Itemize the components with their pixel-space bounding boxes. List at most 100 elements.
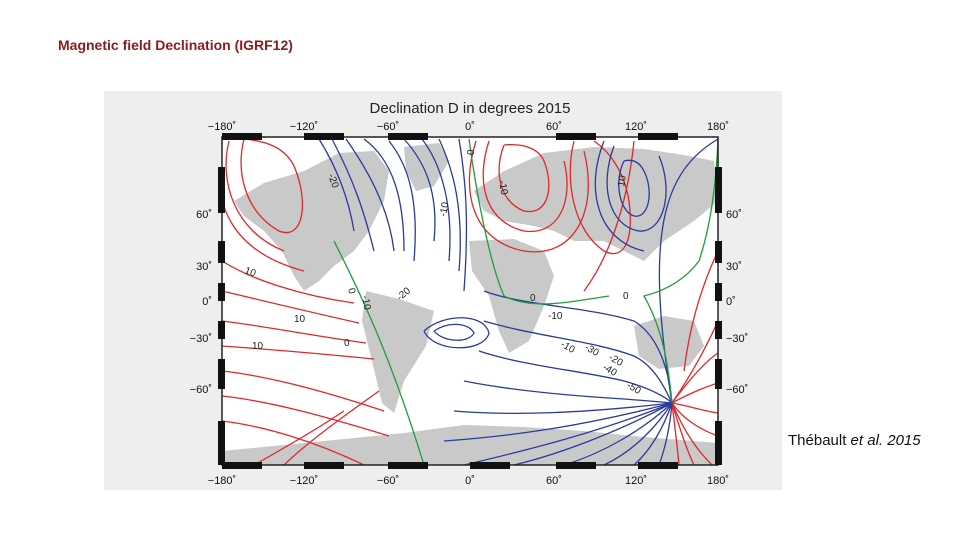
contour-negative: [633, 402, 673, 465]
contour-label: 10: [252, 341, 264, 352]
lon-label: 60˚: [546, 121, 562, 133]
contour-negative: [433, 323, 475, 341]
lon-label: 120˚: [625, 475, 647, 487]
contour-lines: [222, 138, 718, 465]
north-america-land: [234, 151, 389, 291]
border-bar: [388, 462, 428, 469]
border-bar: [222, 462, 262, 469]
contour-label: -10: [438, 201, 451, 218]
contour-negative: [478, 350, 673, 404]
lat-label: −30˚: [726, 333, 748, 345]
contour-negative: [483, 320, 673, 404]
contour-positive: [253, 410, 345, 465]
border-bar: [638, 133, 678, 140]
lon-label: −60˚: [377, 121, 399, 133]
declination-map: Declination D in degrees 2015 −180˚ −120…: [190, 100, 749, 487]
contour-negative: [594, 140, 645, 252]
contour-positive: [222, 290, 360, 324]
contour-positive: [222, 320, 367, 344]
contour-positive: [468, 140, 589, 253]
border-bar: [218, 241, 225, 263]
contour-positive: [225, 140, 285, 252]
contour-negative: [603, 402, 673, 465]
contour-label: -20: [325, 172, 340, 190]
lat-label: −30˚: [190, 333, 212, 345]
contour-negative: [331, 138, 375, 252]
declination-map-figure: Declination D in degrees 2015 −180˚ −120…: [104, 91, 782, 490]
lon-label: 180˚: [707, 475, 729, 487]
lat-label: −60˚: [190, 384, 212, 396]
citation-year: 2015: [887, 432, 921, 449]
contour-negative: [453, 402, 673, 415]
africa-land: [469, 239, 554, 353]
lon-label: −120˚: [290, 475, 318, 487]
lon-label: 60˚: [546, 475, 562, 487]
border-bar: [638, 462, 678, 469]
border-bar: [556, 462, 596, 469]
border-bar: [304, 462, 344, 469]
contour-negative: [483, 290, 673, 404]
lat-label: 60˚: [196, 209, 212, 221]
lon-label: 0˚: [465, 475, 475, 487]
lon-labels-top: −180˚ −120˚ −60˚ 0˚ 60˚ 120˚ 180˚: [208, 121, 729, 133]
contour-positive: [671, 402, 695, 465]
contour-positive: [222, 151, 305, 272]
contour-positive: [222, 345, 375, 360]
contour-negative: [443, 402, 673, 442]
contour-positive: [569, 140, 631, 255]
lon-label: −180˚: [208, 475, 236, 487]
citation: Thébault et al. 2015: [788, 432, 921, 449]
eurasia-land: [474, 147, 718, 261]
contour-label: 0: [466, 149, 477, 155]
citation-author: Thébault: [788, 432, 847, 449]
border-bars: [218, 133, 722, 469]
contour-positive: [482, 140, 568, 233]
border-bar: [715, 283, 722, 301]
citation-etal: et al.: [850, 432, 884, 449]
border-bar: [388, 133, 428, 140]
border-bar: [218, 321, 225, 339]
border-bar: [715, 241, 722, 263]
border-bar: [222, 133, 262, 140]
lon-label: 180˚: [707, 121, 729, 133]
contour-negative: [318, 138, 355, 232]
contour-positive: [283, 390, 380, 465]
contour-negative: [421, 138, 451, 262]
lat-labels-right: 60˚ 30˚ 0˚ −30˚ −60˚: [726, 209, 748, 396]
border-bar: [218, 283, 225, 301]
contour-positive: [683, 250, 718, 372]
map-title: Declination D in degrees 2015: [370, 100, 571, 117]
contour-label: 0: [344, 338, 350, 349]
lat-label: 0˚: [202, 296, 212, 308]
lat-label: 30˚: [726, 261, 742, 273]
contour-positive: [240, 138, 304, 234]
contour-negative: [606, 145, 667, 232]
contour-zero: [643, 138, 718, 404]
contour-negative: [388, 140, 416, 262]
border-bar: [715, 421, 722, 465]
south-america-land: [362, 291, 434, 413]
contour-positive: [222, 260, 355, 304]
lat-labels-left: 60˚ 30˚ 0˚ −30˚ −60˚: [190, 209, 212, 396]
border-bar: [470, 462, 510, 469]
contour-negative: [363, 138, 405, 252]
contour-negative: [345, 138, 395, 252]
contour-negative: [513, 402, 673, 465]
contour-positive: [222, 420, 365, 465]
border-bar: [715, 167, 722, 213]
border-bar: [715, 321, 722, 339]
border-bar: [304, 133, 344, 140]
contour-label: 10: [616, 174, 629, 187]
contour-negative: [423, 317, 490, 349]
lon-label: 0˚: [465, 121, 475, 133]
border-bar: [218, 421, 225, 465]
contour-zero: [468, 138, 610, 305]
contour-negative: [438, 138, 461, 272]
contour-label: 0: [623, 291, 629, 302]
contour-label: 10: [243, 265, 258, 279]
contour-zero: [333, 240, 425, 465]
contour-label: -10: [548, 311, 563, 322]
border-bar: [218, 167, 225, 213]
contour-label: -10: [496, 180, 509, 197]
contour-label: 0: [345, 287, 357, 296]
